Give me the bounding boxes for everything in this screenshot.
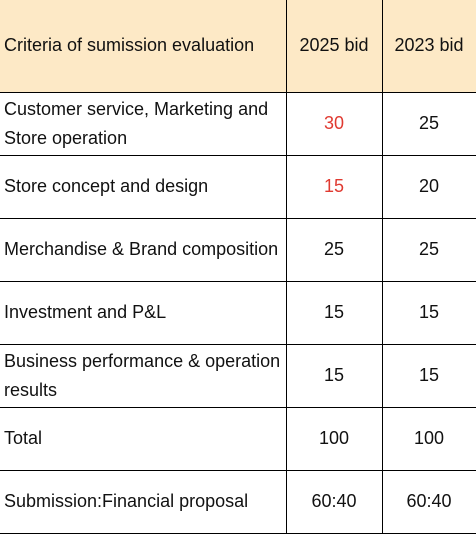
- criteria-cell: Merchandise & Brand composition: [0, 217, 287, 282]
- criteria-cell: Store concept and design: [0, 154, 287, 219]
- table-row: Merchandise & Brand composition 25 25: [0, 217, 476, 282]
- value-2023-cell: 25: [381, 217, 476, 282]
- value-2025-cell: 30: [285, 91, 383, 156]
- table-row: Business performance & operation results…: [0, 343, 476, 408]
- value-2025-cell: 15: [285, 154, 383, 219]
- value-2025-cell: 15: [285, 343, 383, 408]
- criteria-cell: Business performance & operation results: [0, 343, 287, 408]
- table-row: Customer service, Marketing and Store op…: [0, 91, 476, 156]
- header-2023-bid: 2023 bid: [381, 0, 476, 93]
- table-header-row: Criteria of sumission evaluation 2025 bi…: [0, 0, 476, 93]
- criteria-cell: Total: [0, 406, 287, 471]
- criteria-cell: Submission:Financial proposal: [0, 469, 287, 534]
- criteria-cell: Customer service, Marketing and Store op…: [0, 91, 287, 156]
- value-2023-cell: 15: [381, 280, 476, 345]
- value-2023-cell: 25: [381, 91, 476, 156]
- value-2023-cell: 15: [381, 343, 476, 408]
- value-2025-cell: 60:40: [285, 469, 383, 534]
- header-criteria: Criteria of sumission evaluation: [0, 0, 287, 93]
- value-2023-cell: 100: [381, 406, 476, 471]
- value-2025-cell: 25: [285, 217, 383, 282]
- financial-proposal-row: Submission:Financial proposal 60:40 60:4…: [0, 469, 476, 534]
- header-2025-bid: 2025 bid: [285, 0, 383, 93]
- total-row: Total 100 100: [0, 406, 476, 471]
- value-2025-cell: 15: [285, 280, 383, 345]
- criteria-cell: Investment and P&L: [0, 280, 287, 345]
- table-row: Store concept and design 15 20: [0, 154, 476, 219]
- value-2023-cell: 20: [381, 154, 476, 219]
- table-row: Investment and P&L 15 15: [0, 280, 476, 345]
- value-2025-cell: 100: [285, 406, 383, 471]
- value-2023-cell: 60:40: [381, 469, 476, 534]
